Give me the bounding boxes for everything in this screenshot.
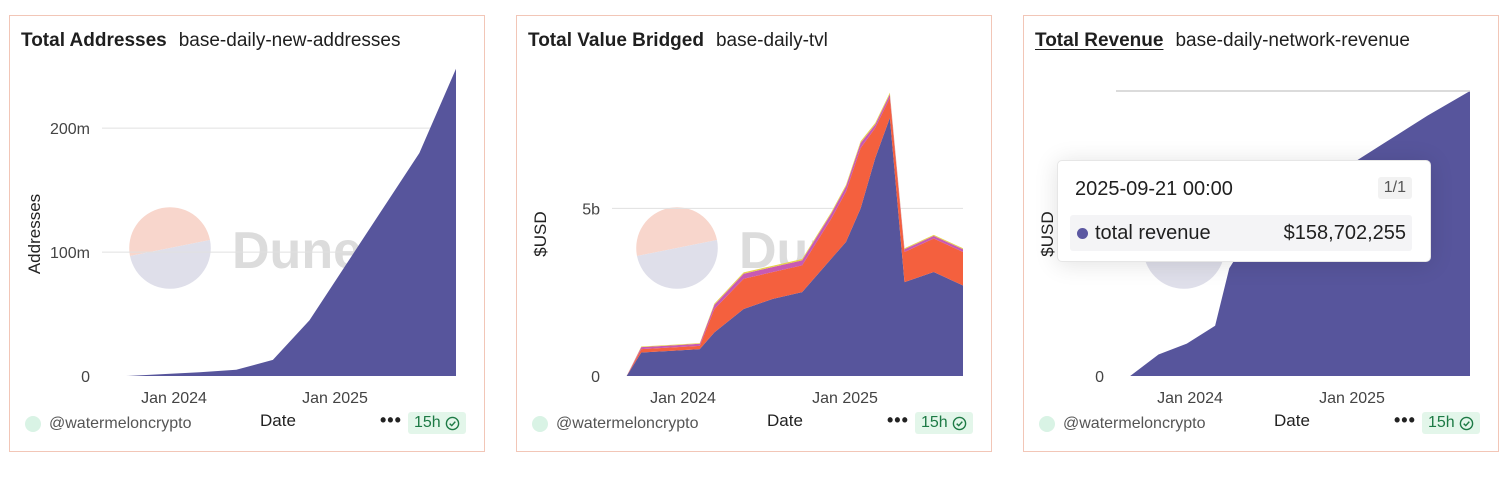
author-avatar — [25, 416, 41, 432]
chart-card-total-value-bridged: Total Value Bridged base-daily-tvl Dune 0 5… — [516, 15, 992, 452]
tooltip-series-value: $158,702,255 — [1283, 222, 1406, 244]
chart-area[interactable]: Dune 0 100m 200m Jan 2024 Jan 2025 Date Address… — [10, 16, 486, 453]
x-tick-label: Jan 2025 — [1319, 390, 1385, 407]
more-options-button[interactable]: ••• — [1394, 410, 1416, 430]
card-title: Total Revenue base-daily-network-revenue — [1035, 30, 1410, 52]
check-circle-icon — [445, 416, 459, 430]
watermark-text: Dune — [232, 222, 362, 280]
query-name: base-daily-new-addresses — [178, 30, 401, 51]
refresh-time: 15h — [921, 414, 948, 431]
area-series-2[interactable] — [626, 97, 963, 377]
check-circle-icon — [1459, 416, 1473, 430]
more-options-button[interactable]: ••• — [380, 410, 402, 430]
y-tick-label: 100m — [50, 245, 90, 262]
author-handle[interactable]: @watermeloncrypto — [1063, 415, 1206, 432]
x-tick-label: Jan 2024 — [650, 390, 716, 407]
chart-title[interactable]: Total Revenue — [1035, 30, 1164, 51]
author-handle[interactable]: @watermeloncrypto — [556, 415, 699, 432]
tooltip-series-label: total revenue — [1095, 222, 1211, 244]
x-axis-label: Date — [767, 411, 803, 430]
y-axis-label: Addresses — [25, 194, 44, 274]
y-tick-label: 5b — [582, 201, 600, 218]
y-tick-label: 0 — [591, 369, 600, 386]
refresh-badge: 15h — [915, 412, 973, 434]
watermark-logo-top — [129, 207, 210, 256]
y-axis-label: $USD — [531, 211, 550, 256]
series-color-dot — [1077, 228, 1088, 239]
refresh-time: 15h — [1428, 414, 1455, 431]
card-footer: @watermeloncrypto ••• 15h — [10, 410, 484, 436]
chart-card-total-addresses: Total Addresses base-daily-new-addresses … — [9, 15, 485, 452]
y-tick-label: 0 — [81, 369, 90, 386]
watermark-logo-top — [636, 207, 717, 256]
author-handle[interactable]: @watermeloncrypto — [49, 415, 192, 432]
tooltip-row: total revenue $158,702,255 — [1070, 215, 1412, 251]
y-tick-label: 0 — [1095, 369, 1104, 386]
refresh-badge: 15h — [408, 412, 466, 434]
y-axis-label: $USD — [1038, 211, 1057, 256]
card-title: Total Value Bridged base-daily-tvl — [528, 30, 828, 52]
refresh-badge: 15h — [1422, 412, 1480, 434]
x-axis-label: Date — [1274, 411, 1310, 430]
area-series-1[interactable] — [126, 68, 457, 376]
refresh-time: 15h — [414, 414, 441, 431]
x-tick-label: Jan 2024 — [141, 390, 207, 407]
more-options-button[interactable]: ••• — [887, 410, 909, 430]
author-avatar — [532, 416, 548, 432]
area-series-1[interactable] — [626, 117, 963, 376]
tooltip-date: 2025-09-21 00:00 — [1075, 178, 1233, 200]
x-tick-label: Jan 2025 — [812, 390, 878, 407]
chart-title[interactable]: Total Value Bridged — [528, 30, 704, 51]
card-footer: @watermeloncrypto ••• 15h — [1024, 410, 1498, 436]
chart-tooltip: 2025-09-21 00:00 1/1 total revenue $158,… — [1057, 160, 1431, 262]
tooltip-page-indicator: 1/1 — [1377, 177, 1412, 199]
watermark-logo-bottom — [637, 240, 718, 289]
x-tick-label: Jan 2024 — [1157, 390, 1223, 407]
x-axis-label: Date — [260, 411, 296, 430]
query-name: base-daily-network-revenue — [1175, 30, 1410, 51]
x-tick-label: Jan 2025 — [302, 390, 368, 407]
author-avatar — [1039, 416, 1055, 432]
card-footer: @watermeloncrypto ••• 15h — [517, 410, 991, 436]
area-series-3[interactable] — [626, 94, 963, 377]
chart-title[interactable]: Total Addresses — [21, 30, 167, 51]
query-name: base-daily-tvl — [715, 30, 828, 51]
dune-watermark: Dune — [129, 207, 362, 289]
check-circle-icon — [952, 416, 966, 430]
y-tick-label: 200m — [50, 121, 90, 138]
card-title: Total Addresses base-daily-new-addresses — [21, 30, 401, 52]
